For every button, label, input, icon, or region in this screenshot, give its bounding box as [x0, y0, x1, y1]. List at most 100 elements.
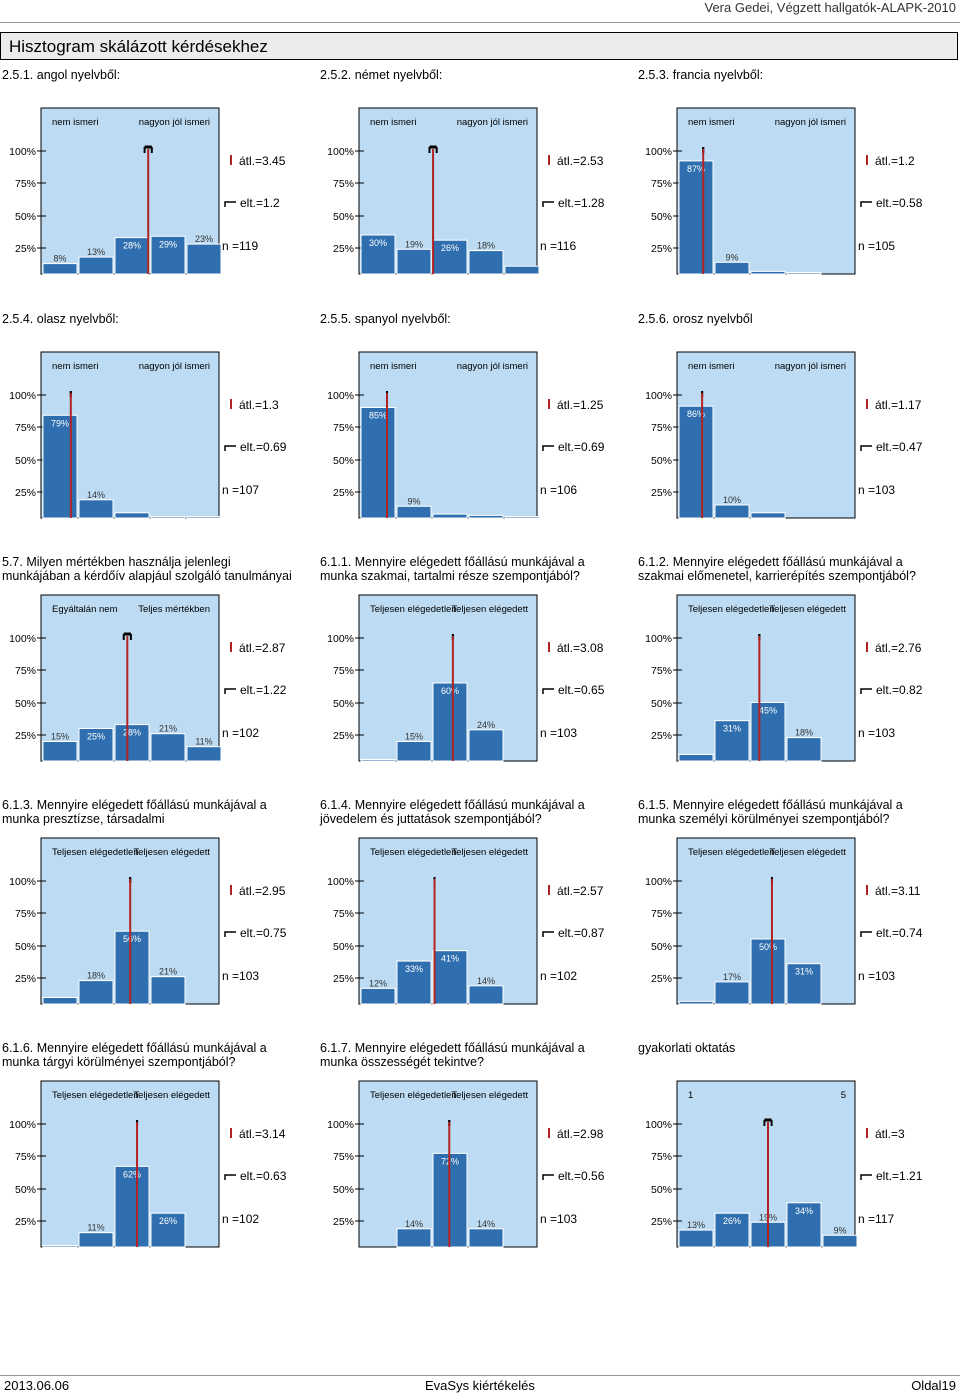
mean-label: átl.=2.53 — [557, 154, 604, 168]
chart-panel — [676, 1080, 856, 1248]
y-tick-label: 100% — [9, 390, 36, 402]
chart-title: 6.1.5. Mennyire elégedett főállású munká… — [638, 798, 903, 826]
y-tick-label: 75% — [651, 178, 672, 190]
scale-left-label: Teljesen elégedetlen — [370, 847, 457, 858]
section-title: Hisztogram skálázott kérdésekhez — [9, 37, 268, 56]
scale-right-label: nagyon jól ismeri — [775, 361, 846, 372]
bar — [186, 746, 222, 762]
y-tick-label: 75% — [333, 908, 354, 920]
mean-label: átl.=2.95 — [239, 884, 286, 898]
bar — [396, 1228, 432, 1248]
sd-legend-icon — [224, 1174, 236, 1180]
n-label: n =107 — [222, 483, 259, 497]
y-tick-label: 100% — [645, 1119, 672, 1131]
y-tick-label: 25% — [15, 730, 36, 742]
sd-legend-icon — [860, 201, 872, 207]
y-tick-label: 25% — [15, 487, 36, 499]
sd-label: elt.=0.47 — [876, 440, 923, 454]
y-tick-label: 100% — [645, 876, 672, 888]
bar — [42, 997, 78, 1005]
scale-right-label: nagyon jól ismeri — [457, 117, 528, 128]
bar-value-label: 60% — [441, 686, 459, 696]
sd-label: elt.=0.69 — [558, 440, 605, 454]
bar-value-label: 9% — [833, 1225, 846, 1235]
bar-value-label: 9% — [407, 496, 420, 506]
section-title-box: Hisztogram skálázott kérdésekhez — [0, 32, 958, 60]
y-tick-label: 75% — [651, 665, 672, 677]
bar-value-label: 56% — [123, 934, 141, 944]
sd-label: elt.=0.87 — [558, 926, 605, 940]
scale-left-label: 1 — [688, 1090, 693, 1101]
y-tick-label: 50% — [651, 455, 672, 467]
bar — [678, 405, 714, 519]
bar — [150, 1212, 186, 1248]
bar — [150, 516, 186, 519]
chart-block: 2.5.3. francia nyelvből: nem ismeri nagyon… — [636, 68, 954, 308]
y-tick-label: 75% — [15, 665, 36, 677]
y-tick-label: 75% — [333, 665, 354, 677]
bar — [396, 248, 432, 275]
chart-title: 6.1.3. Mennyire elégedett főállású munká… — [2, 798, 267, 826]
y-tick-label: 25% — [333, 243, 354, 255]
y-tick-label: 25% — [333, 1216, 354, 1228]
histogram-chart: nem ismeri nagyon jól ismeri 100% 75% 50% 25%… — [9, 351, 287, 519]
chart-block: 2.5.2. német nyelvből: nem ismeri nagyon j… — [318, 68, 636, 308]
bar — [432, 682, 468, 762]
chart-block: 6.1.1. Mennyire elégedett főállású munká… — [318, 555, 636, 795]
n-label: n =105 — [858, 239, 895, 253]
sd-legend-icon — [224, 445, 236, 451]
y-tick-label: 75% — [15, 908, 36, 920]
bar — [114, 512, 150, 519]
chart-block: 6.1.4. Mennyire elégedett főállású munká… — [318, 798, 636, 1038]
bar-value-label: 9% — [725, 252, 738, 262]
scale-right-label: nagyon jól ismeri — [775, 117, 846, 128]
bar-value-label: 11% — [87, 1223, 104, 1233]
bar-value-label: 45% — [759, 706, 777, 716]
bar-value-label: 26% — [441, 243, 459, 253]
bar — [114, 930, 150, 1005]
sd-label: elt.=1.21 — [876, 1169, 923, 1183]
bar-value-label: 14% — [477, 976, 495, 986]
bar-value-label: 18% — [477, 241, 495, 251]
bar-value-label: 14% — [477, 1219, 495, 1229]
bar-value-label: 28% — [123, 241, 141, 251]
bar-value-label: 13% — [687, 1220, 705, 1230]
y-tick-label: 25% — [15, 1216, 36, 1228]
y-tick-label: 50% — [333, 941, 354, 953]
bar — [786, 963, 822, 1005]
bar — [786, 1202, 822, 1248]
mean-label: átl.=1.2 — [875, 154, 915, 168]
bar-value-label: 34% — [795, 1206, 813, 1216]
bar — [78, 980, 114, 1005]
scale-left-label: nem ismeri — [52, 361, 98, 372]
bar — [468, 729, 504, 762]
y-tick-label: 100% — [645, 390, 672, 402]
bar — [750, 938, 786, 1005]
bar — [504, 516, 540, 519]
n-label: n =102 — [222, 1212, 259, 1226]
scale-right-label: Teljes mértékben — [138, 604, 210, 615]
mean-label: átl.=3.14 — [239, 1127, 286, 1141]
bar-value-label: 87% — [687, 164, 705, 174]
bar — [396, 960, 432, 1005]
bar-value-label: 29% — [159, 239, 177, 249]
chart-block: 2.5.1. angol nyelvből: nem ismeri nagyon j… — [0, 68, 318, 308]
y-tick-label: 50% — [651, 698, 672, 710]
sd-label: elt.=1.22 — [240, 683, 287, 697]
bar-value-label: 11% — [195, 737, 212, 747]
chart-title: 2.5.1. angol nyelvből: — [2, 68, 121, 82]
sd-label: elt.=0.65 — [558, 683, 605, 697]
bar — [750, 512, 786, 519]
bar-value-label: 12% — [369, 978, 387, 988]
footer-date: 2013.06.06 — [4, 1378, 70, 1393]
scale-left-label: Teljesen elégedetlen — [52, 847, 139, 858]
y-tick-label: 75% — [15, 178, 36, 190]
scale-right-label: Teljesen elégedett — [769, 604, 846, 615]
bar — [750, 270, 786, 275]
y-tick-label: 100% — [327, 390, 354, 402]
bar — [42, 414, 78, 519]
bar — [714, 1212, 750, 1248]
chart-title: 5.7. Milyen mértékben használja jelenleg… — [2, 555, 292, 583]
